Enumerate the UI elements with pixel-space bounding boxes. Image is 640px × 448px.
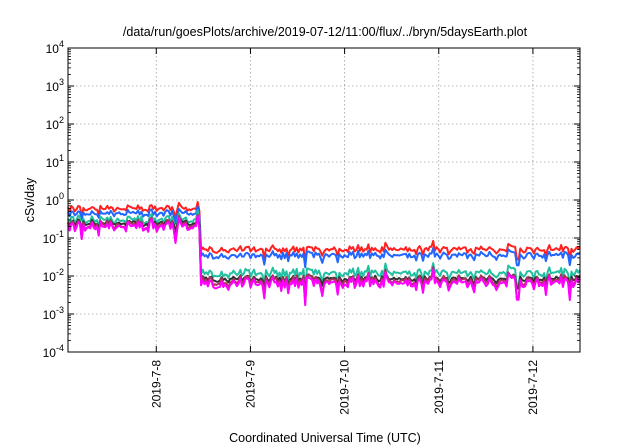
- y-tick-base: 10: [43, 346, 57, 360]
- x-tick-label: 2019-7-10: [338, 360, 352, 415]
- y-tick-base: 10: [46, 194, 60, 208]
- y-tick-label: 10-2: [43, 267, 64, 284]
- y-tick-label: 10-4: [43, 343, 64, 360]
- y-tick-base: 10: [43, 270, 57, 284]
- y-tick-base: 10: [46, 118, 60, 132]
- y-tick-exponent: -2: [56, 267, 64, 277]
- y-axis-label: cSv/day: [23, 177, 37, 222]
- y-tick-exponent: 3: [59, 77, 64, 87]
- y-tick-exponent: 2: [59, 115, 64, 125]
- series-line: [67, 214, 581, 307]
- y-tick-label: 10-3: [43, 305, 64, 322]
- y-tick-exponent: 0: [59, 191, 64, 201]
- x-tick-labels: 2019-7-8 2019-7-9 2019-7-10 2019-7-11 2019-7…: [149, 360, 540, 415]
- x-axis-label: Coordinated Universal Time (UTC): [229, 431, 421, 445]
- grid: [68, 48, 580, 352]
- series-group: [67, 201, 581, 307]
- series-line: [67, 205, 581, 269]
- y-tick-exponent: -1: [56, 229, 64, 239]
- x-tick-label: 2019-7-8: [149, 360, 163, 408]
- y-tick-exponent: 1: [59, 153, 64, 163]
- y-tick-label: 104: [46, 39, 64, 56]
- y-tick-exponent: 4: [59, 39, 64, 49]
- y-tick-base: 10: [46, 156, 60, 170]
- y-tick-base: 10: [46, 80, 60, 94]
- ticks: [68, 47, 580, 353]
- y-tick-label: 103: [46, 77, 64, 94]
- series-line: [67, 209, 581, 292]
- y-tick-label: 100: [46, 191, 64, 208]
- y-tick-label: 102: [46, 115, 64, 132]
- x-tick-label: 2019-7-9: [243, 360, 257, 408]
- y-tick-exponent: -3: [56, 305, 64, 315]
- y-tick-exponent: -4: [56, 343, 64, 353]
- chart-title: /data/run/goesPlots/archive/2019-07-12/1…: [123, 25, 528, 39]
- y-tick-label: 101: [46, 153, 64, 170]
- y-tick-label: 10-1: [43, 229, 64, 246]
- y-tick-base: 10: [43, 232, 57, 246]
- y-tick-base: 10: [46, 42, 60, 56]
- x-tick-label: 2019-7-12: [526, 360, 540, 415]
- series-line: [67, 201, 581, 264]
- x-tick-label: 2019-7-11: [432, 360, 446, 414]
- y-tick-base: 10: [43, 308, 57, 322]
